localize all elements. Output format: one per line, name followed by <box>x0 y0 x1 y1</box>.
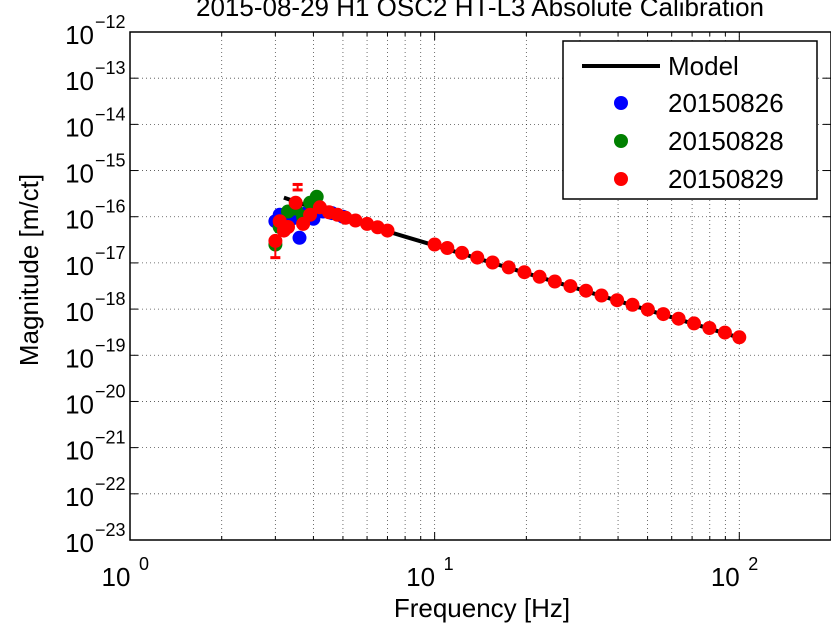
data-point <box>281 220 295 234</box>
legend-series-2-label: 20150828 <box>668 126 784 156</box>
ticks <box>129 31 831 541</box>
x-tick-label: 10 <box>406 562 435 592</box>
data-point <box>547 274 562 289</box>
y-tick-label: 10 <box>65 528 94 558</box>
y-tick-label: 10 <box>65 205 94 235</box>
y-tick-exponent: −15 <box>95 151 126 171</box>
y-tick-label: 10 <box>65 159 94 189</box>
data-point <box>702 321 717 335</box>
x-tick-exponent: 0 <box>139 554 149 574</box>
legend-series-3-marker <box>614 172 628 186</box>
y-tick-label: 10 <box>65 343 94 373</box>
y-tick-label: 10 <box>65 112 94 142</box>
plot-frame <box>129 31 831 541</box>
data-point <box>348 213 363 228</box>
data-point <box>288 195 303 210</box>
x-axis-label: Frequency [Hz] <box>394 593 570 623</box>
y-axis-label: Magnitude [m/ct] <box>14 174 44 366</box>
data-point <box>610 293 625 308</box>
y-tick-label: 10 <box>65 66 94 96</box>
legend-model-label: Model <box>668 51 739 81</box>
y-tick-label: 10 <box>65 436 94 466</box>
data-point <box>309 189 324 204</box>
y-tick-exponent: −21 <box>95 428 126 448</box>
x-tick-label: 10 <box>711 562 740 592</box>
data-point <box>303 207 318 222</box>
legend: Model 20150826 20150828 20150829 <box>562 40 818 200</box>
x-tick-exponent: 1 <box>444 554 454 574</box>
legend-series-2-marker <box>614 134 628 148</box>
y-tick-exponent: −14 <box>95 104 126 124</box>
data-point <box>640 302 655 317</box>
y-tick-exponent: −20 <box>95 381 126 401</box>
legend-series-3-label: 20150829 <box>668 164 784 194</box>
data-point <box>671 311 686 326</box>
x-tick-label: 10 <box>102 562 131 592</box>
legend-series-1-label: 20150826 <box>668 88 784 118</box>
data-point <box>440 241 455 255</box>
y-tick-label: 10 <box>65 482 94 512</box>
data-point <box>470 250 485 265</box>
series-3 <box>268 182 747 345</box>
y-tick-exponent: −12 <box>95 12 126 32</box>
y-tick-exponent: −22 <box>95 474 126 494</box>
y-tick-exponent: −18 <box>95 289 126 309</box>
y-tick-exponent: −23 <box>95 520 126 540</box>
data-point <box>717 325 732 340</box>
data-point <box>268 233 283 248</box>
data-point <box>579 283 593 298</box>
chart-title: 2015-08-29 H1 OSC2 HT-L3 Absolute Calibr… <box>196 0 764 22</box>
y-tick-label: 10 <box>65 297 94 327</box>
legend-series-1-marker <box>614 96 628 110</box>
data-point <box>427 237 442 252</box>
x-tick-exponent: 2 <box>748 554 758 574</box>
data-point <box>517 265 532 280</box>
data-point <box>687 316 701 331</box>
data-point <box>532 269 547 284</box>
data-point <box>380 223 395 238</box>
y-tick-exponent: −17 <box>95 243 126 263</box>
data-points <box>268 182 747 345</box>
data-point <box>563 279 578 294</box>
data-point <box>501 260 516 275</box>
data-point <box>656 307 671 322</box>
data-point <box>625 297 640 312</box>
data-point <box>455 245 469 260</box>
y-tick-label: 10 <box>65 20 94 50</box>
y-tick-label: 10 <box>65 389 94 419</box>
y-tick-exponent: −13 <box>95 58 126 78</box>
data-point <box>360 216 375 231</box>
data-point <box>485 255 500 270</box>
data-point <box>594 288 609 303</box>
data-point <box>292 230 307 245</box>
y-tick-exponent: −19 <box>95 335 126 355</box>
y-tick-label: 10 <box>65 251 94 281</box>
y-tick-exponent: −16 <box>95 197 126 217</box>
data-point <box>732 330 747 345</box>
